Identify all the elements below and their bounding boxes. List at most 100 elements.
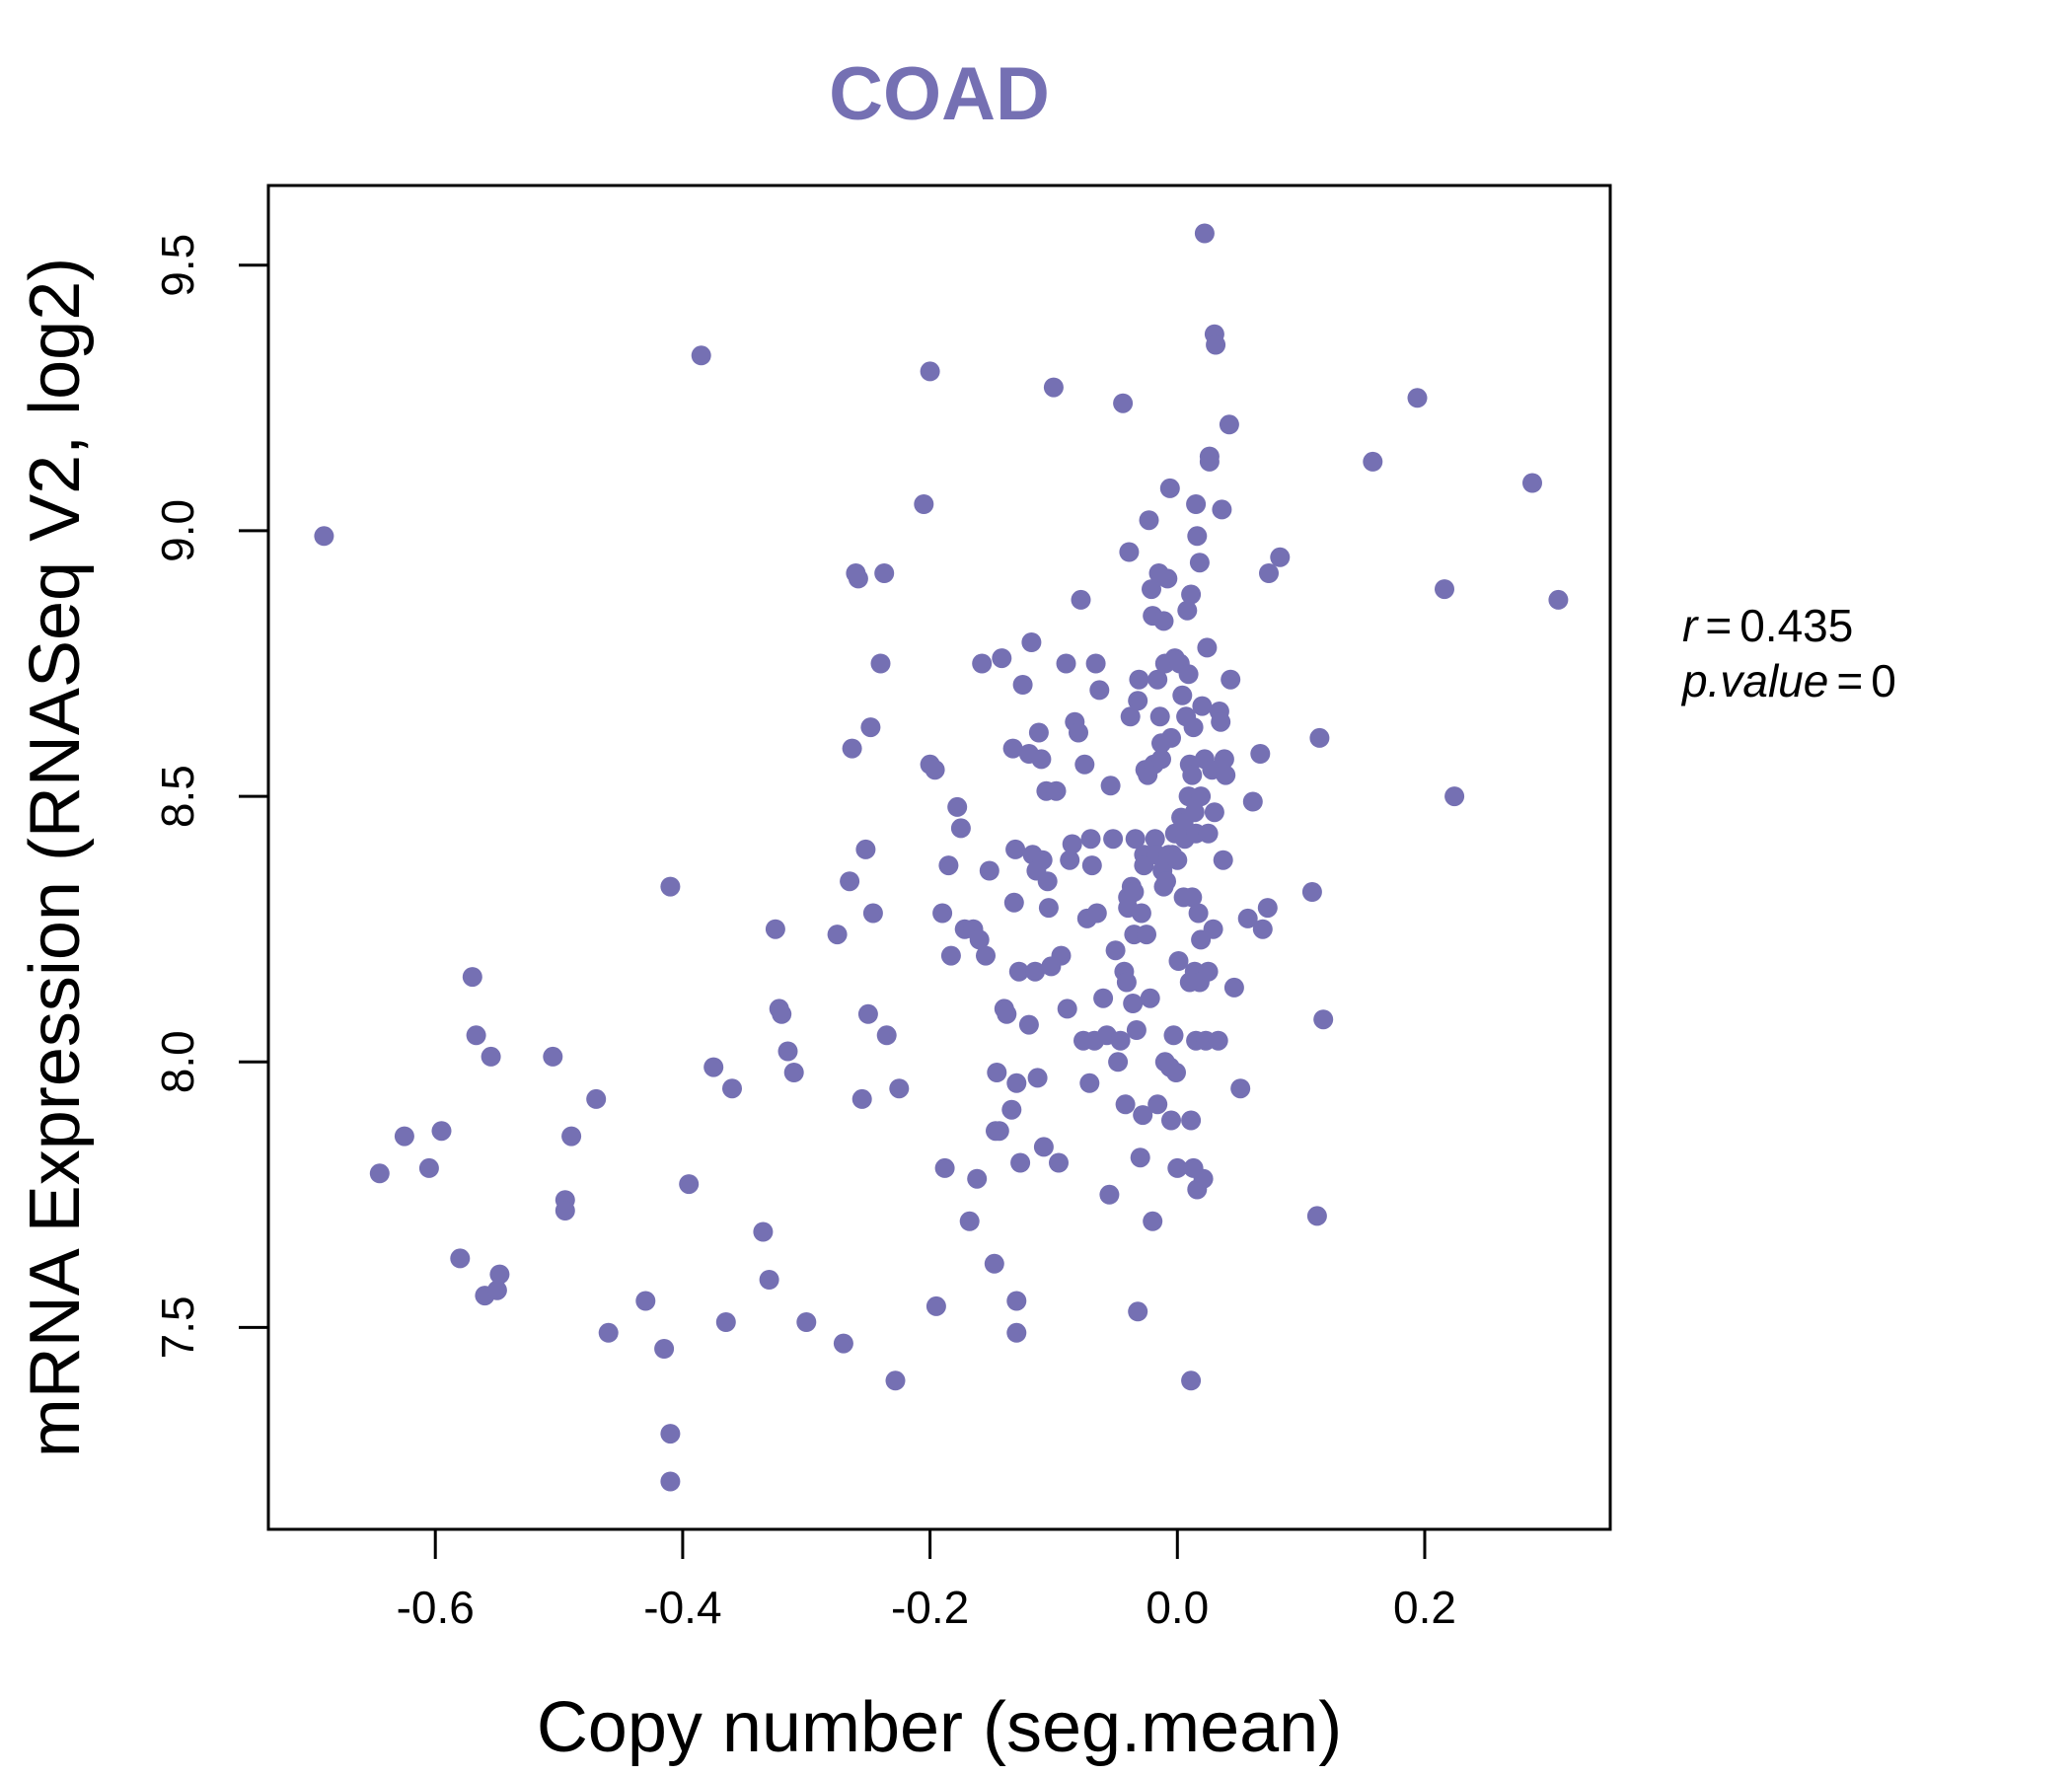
data-point [715, 1312, 736, 1332]
data-point [1172, 685, 1193, 705]
data-point [1211, 711, 1231, 732]
data-point [1208, 1030, 1228, 1051]
data-point [1166, 1063, 1186, 1082]
data-point [1309, 727, 1330, 748]
data-point [1086, 903, 1107, 924]
r-value: 0.435 [1739, 600, 1853, 651]
data-point [1142, 579, 1161, 600]
data-points [314, 223, 1569, 1492]
data-point [1027, 1068, 1048, 1088]
data-point [1115, 1094, 1136, 1115]
data-point [1198, 961, 1219, 982]
data-point [772, 1003, 792, 1024]
data-point [1128, 1301, 1148, 1322]
data-point [1237, 908, 1258, 928]
data-point [660, 1471, 681, 1492]
data-point [1242, 791, 1263, 812]
data-point [1184, 802, 1205, 823]
data-point [1003, 892, 1024, 913]
data-point [914, 494, 934, 514]
data-point [940, 945, 961, 966]
data-point [1313, 1009, 1334, 1030]
data-point [1192, 696, 1213, 716]
data-point [1168, 951, 1189, 971]
data-point [1069, 722, 1088, 743]
x-tick-label: -0.4 [643, 1582, 721, 1633]
data-point [1161, 1110, 1181, 1131]
data-point [598, 1322, 619, 1343]
data-point [1089, 680, 1110, 701]
data-point [1183, 717, 1204, 738]
data-point [1046, 780, 1067, 801]
data-point [1062, 834, 1082, 854]
data-point [1161, 727, 1181, 748]
data-point [1306, 1206, 1327, 1226]
data-point [1167, 850, 1188, 870]
data-point [972, 653, 993, 674]
data-point [840, 871, 860, 892]
y-tick-label: 8.0 [152, 1030, 203, 1093]
data-point [976, 945, 996, 966]
data-point [1178, 664, 1199, 685]
data-point [486, 1280, 507, 1300]
data-point [1038, 898, 1059, 919]
y-axis-title: mRNA Expression (RNASeq V2, log2) [16, 258, 95, 1457]
data-point [860, 717, 881, 738]
data-point [1203, 919, 1223, 939]
data-point [1037, 871, 1058, 892]
data-point [950, 818, 971, 839]
correlation-annotation: r = 0.435 [1682, 600, 1853, 651]
data-point [870, 653, 891, 674]
x-axis-title: Copy number (seg.mean) [537, 1688, 1342, 1767]
data-point [1181, 1370, 1202, 1391]
data-point [561, 1126, 582, 1147]
data-point [450, 1248, 471, 1269]
data-point [722, 1078, 742, 1099]
data-point [1223, 977, 1244, 998]
data-point [1182, 887, 1203, 908]
data-point [1230, 1078, 1251, 1099]
data-point [1032, 850, 1053, 870]
data-point [925, 1295, 946, 1316]
data-point [1110, 1030, 1131, 1051]
data-point [989, 1121, 1009, 1142]
data-point [925, 760, 945, 780]
data-point [1159, 478, 1180, 498]
data-point [1151, 749, 1171, 770]
data-point [1257, 898, 1278, 919]
data-point [1124, 882, 1145, 902]
data-point [586, 1088, 607, 1109]
data-point [481, 1046, 501, 1067]
data-point [635, 1291, 656, 1311]
data-point [1186, 494, 1207, 514]
data-point [1548, 589, 1569, 610]
data-point [1126, 1020, 1147, 1040]
data-point [691, 345, 711, 366]
data-point [783, 1063, 804, 1082]
data-point [314, 526, 334, 547]
data-point [987, 1063, 1007, 1082]
data-point [1049, 1152, 1069, 1173]
y-tick-label: 7.5 [152, 1295, 203, 1359]
data-point [857, 1003, 878, 1024]
y-tick-label: 9.0 [152, 499, 203, 562]
data-point [1444, 786, 1465, 807]
data-point [851, 1088, 872, 1109]
data-point [1130, 1147, 1150, 1168]
data-point [462, 967, 482, 988]
data-point [1021, 632, 1042, 652]
data-point [920, 361, 940, 382]
data-point [1080, 829, 1101, 850]
data-point [1031, 749, 1052, 770]
data-point [1221, 669, 1241, 690]
data-point [543, 1046, 563, 1067]
data-point [1108, 1052, 1129, 1073]
data-point [932, 903, 953, 924]
data-point [1120, 706, 1141, 727]
data-point [703, 1057, 724, 1077]
data-point [833, 1333, 853, 1354]
y-tick-label: 8.5 [152, 765, 203, 828]
data-point [1157, 568, 1178, 589]
data-point [1060, 850, 1080, 870]
